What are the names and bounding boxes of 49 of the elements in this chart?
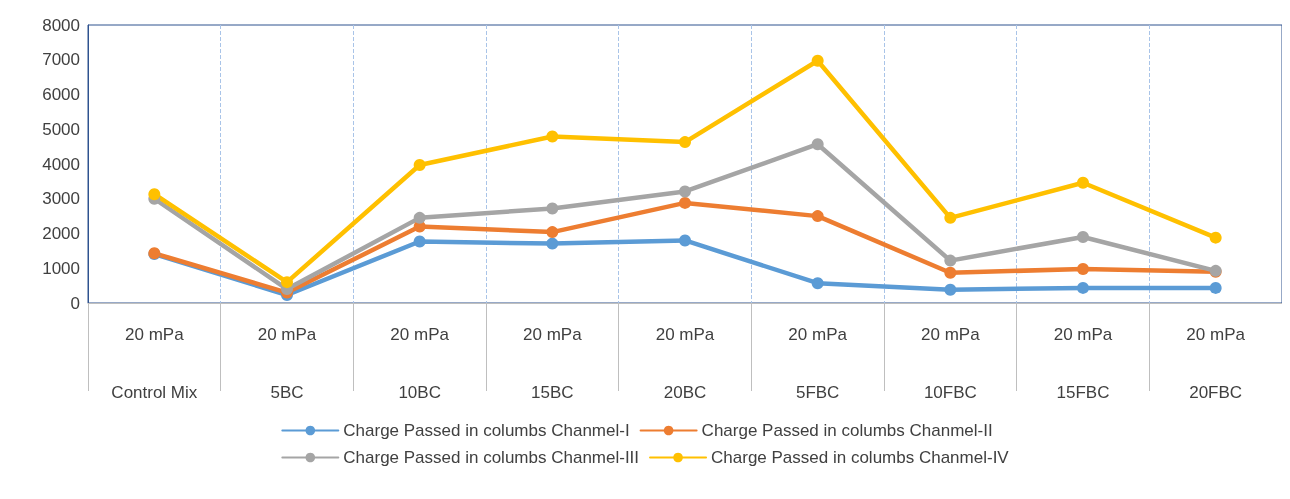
- point: [811, 277, 824, 290]
- legend-label: Charge Passed in columbs Chanmel-I: [343, 421, 630, 440]
- point: [1077, 230, 1089, 243]
- point: [1209, 281, 1222, 294]
- category-label: 20 mPa 20FBC: [1186, 324, 1245, 402]
- point: [944, 283, 957, 296]
- y-tick-label: 8000: [42, 15, 80, 35]
- category-label: 20 mPa 15BC: [523, 324, 582, 402]
- category-label: 20 mPa 5FBC: [788, 324, 847, 402]
- point: [944, 254, 957, 267]
- y-tick-label: 4000: [42, 154, 80, 174]
- category-label: 20 mPa 10BC: [390, 324, 449, 402]
- point: [1077, 262, 1089, 275]
- y-tick-label: 5000: [42, 119, 80, 139]
- y-tick-label: 1000: [42, 258, 80, 278]
- legend-label: Charge Passed in columbs Chanmel-III: [343, 448, 640, 467]
- point: [413, 159, 426, 172]
- point: [679, 136, 691, 149]
- point: [413, 211, 426, 224]
- category-label: 20 mPa Control Mix: [111, 324, 198, 402]
- legend-label: Charge Passed in columbs Chanmel-II: [701, 421, 993, 440]
- point: [413, 235, 426, 248]
- point: [1077, 281, 1089, 294]
- point: [546, 202, 559, 215]
- point: [811, 54, 824, 67]
- point: [679, 234, 691, 247]
- point: [546, 226, 559, 239]
- category-label: 20 mPa 20BC: [655, 324, 715, 402]
- category-label: 20 mPa 15FBC: [1053, 324, 1113, 402]
- y-tick-label: 7000: [42, 50, 80, 70]
- y-tick-label: 2000: [42, 224, 80, 243]
- y-tick-label: 0: [70, 293, 80, 313]
- point: [944, 211, 957, 224]
- category-label: 20 mPa 10FBC: [921, 324, 980, 402]
- y-tick-label: 6000: [42, 85, 80, 104]
- point: [546, 130, 559, 143]
- point: [546, 237, 559, 250]
- point: [679, 185, 691, 198]
- point: [148, 188, 161, 201]
- point: [1209, 231, 1222, 244]
- y-tick-label: 3000: [42, 189, 80, 209]
- point: [944, 266, 957, 279]
- point: [811, 210, 824, 223]
- point: [679, 196, 691, 209]
- point: [1077, 176, 1089, 189]
- point: [811, 138, 824, 151]
- legend-label: Charge Passed in columbs Chanmel-IV: [711, 448, 1010, 467]
- category-label: 20 mPa 5BC: [257, 324, 317, 402]
- point: [281, 276, 293, 289]
